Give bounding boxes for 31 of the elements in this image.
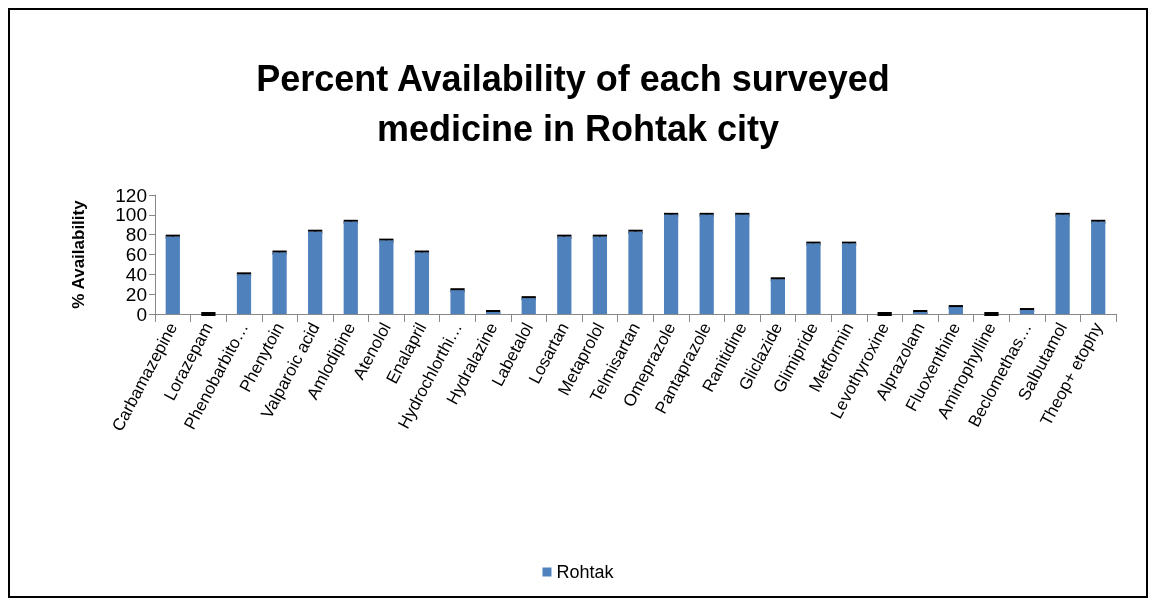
y-tick-label: 20 <box>125 283 147 305</box>
bar <box>236 274 252 314</box>
bar <box>841 243 857 314</box>
bar <box>414 252 430 314</box>
legend-label: Rohtak <box>556 562 615 582</box>
y-tick-label: 0 <box>136 303 147 325</box>
bar <box>379 240 394 314</box>
bar <box>592 236 608 314</box>
bar <box>165 236 180 314</box>
bar <box>557 236 572 314</box>
bar <box>1055 214 1070 314</box>
bar <box>521 298 536 314</box>
bar <box>699 214 714 314</box>
chart-title: Percent Availability of each surveyed medicine in Rohtak city <box>256 57 900 149</box>
bar <box>628 231 643 314</box>
y-tick-label: 100 <box>115 204 147 226</box>
bar <box>663 214 679 314</box>
bar <box>1091 221 1106 314</box>
y-tick-label: 120 <box>115 184 147 206</box>
y-axis-title: % Availability <box>69 199 88 309</box>
bar <box>735 214 750 314</box>
bar <box>343 221 358 314</box>
bar <box>272 252 287 314</box>
y-tick-label: 60 <box>125 244 147 265</box>
bar <box>948 307 963 314</box>
bar <box>770 279 785 314</box>
y-tick-label: 40 <box>125 263 147 285</box>
y-tick-label: 80 <box>125 224 147 246</box>
bar <box>450 290 465 314</box>
bar <box>806 243 821 314</box>
bar <box>308 231 323 314</box>
